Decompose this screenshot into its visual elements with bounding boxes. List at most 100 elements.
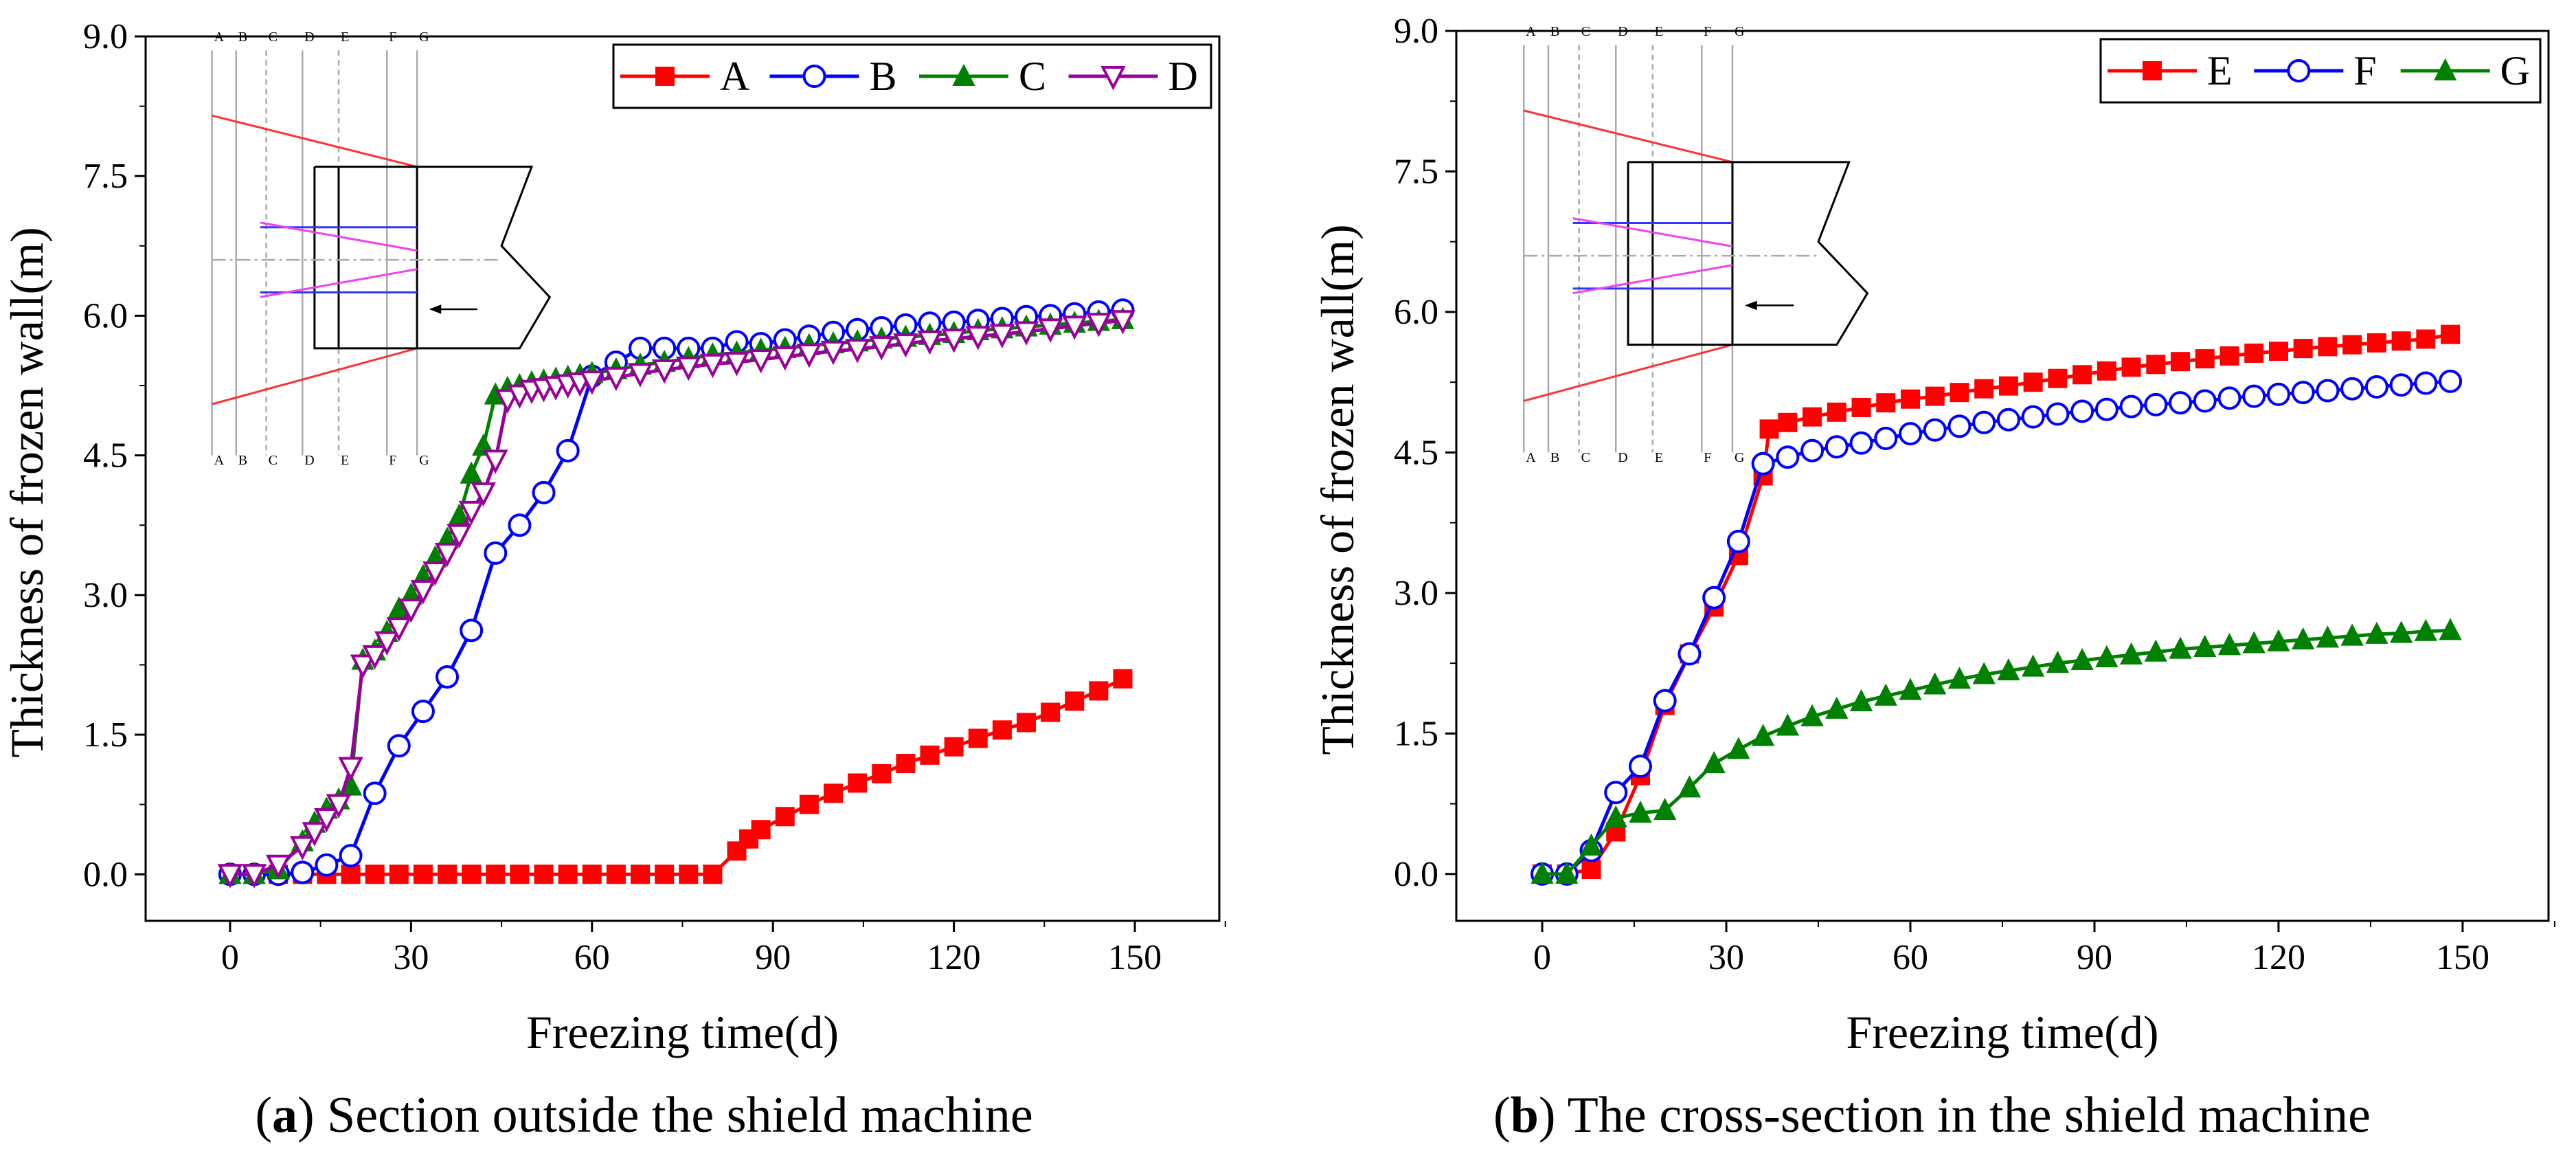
series-D-point bbox=[651, 359, 677, 384]
series-E-point bbox=[2268, 342, 2288, 361]
series-A-point bbox=[655, 865, 675, 884]
series-A-point bbox=[582, 865, 602, 884]
inset-arrow-icon bbox=[429, 304, 442, 314]
series-G-point bbox=[2365, 621, 2388, 644]
series-E-point bbox=[2048, 368, 2068, 388]
series-E-point bbox=[2072, 365, 2092, 385]
series-D-point bbox=[989, 324, 1015, 348]
series-F-point bbox=[1849, 431, 1873, 455]
legend: A B C D bbox=[612, 43, 1212, 109]
series-A-point bbox=[534, 865, 554, 884]
series-G-point bbox=[2316, 625, 2340, 648]
series-G-point bbox=[1800, 704, 1824, 726]
series-F-point bbox=[1726, 529, 1750, 553]
plot-frame bbox=[144, 35, 1221, 922]
series-G-point bbox=[2070, 647, 2094, 671]
series-F-point bbox=[1996, 408, 2020, 432]
series-F-point bbox=[2316, 379, 2340, 403]
series-G-point bbox=[1629, 801, 1652, 823]
legend-label-A: A bbox=[720, 54, 749, 99]
legend-label-B: B bbox=[870, 54, 897, 99]
series-D-point bbox=[772, 346, 798, 371]
series-D-point bbox=[700, 353, 725, 379]
legend-F-point bbox=[2287, 59, 2311, 82]
series-F-point bbox=[1899, 422, 1923, 446]
series-E-point bbox=[2244, 343, 2264, 363]
series-G-point bbox=[2340, 623, 2364, 646]
inset-section-label: G bbox=[419, 453, 429, 468]
y-tick-label: 7.5 bbox=[83, 157, 128, 196]
series-A-point bbox=[944, 737, 964, 757]
series-E-point bbox=[2121, 357, 2141, 377]
series-F-point bbox=[2414, 371, 2438, 395]
legend-G-point bbox=[2434, 58, 2457, 80]
series-G-point bbox=[1604, 805, 1627, 828]
series-A-point bbox=[631, 865, 651, 884]
series-B-point bbox=[436, 665, 460, 689]
series-A bbox=[220, 669, 1133, 884]
x-tick-label: 120 bbox=[2252, 938, 2305, 977]
inset-section-label: G bbox=[1735, 24, 1744, 39]
series-E-point bbox=[1925, 386, 1945, 406]
caption-a-letter: a bbox=[271, 1087, 297, 1144]
caption-a-text: Section outside the shield machine bbox=[314, 1087, 1033, 1144]
series-F-point bbox=[1874, 426, 1898, 450]
legend-E-point bbox=[2143, 61, 2162, 80]
series-E-point bbox=[2219, 346, 2239, 366]
series-F-point bbox=[2144, 392, 2168, 416]
series-E-point bbox=[2293, 339, 2313, 359]
series-E-point bbox=[2366, 333, 2386, 353]
series-G-point bbox=[1727, 737, 1750, 759]
series-B-point bbox=[508, 513, 532, 537]
series-G-point bbox=[2144, 639, 2167, 662]
series-line-E bbox=[1542, 333, 2451, 876]
caption-b: (b) The cross-section in the shield mach… bbox=[1493, 1087, 2371, 1144]
series-E-point bbox=[1827, 402, 1846, 422]
y-tick-label: 6.0 bbox=[1394, 293, 1438, 332]
x-tick-label: 30 bbox=[393, 938, 429, 977]
series-F-point bbox=[1751, 451, 1775, 476]
series-C bbox=[218, 306, 1135, 884]
series-E bbox=[1533, 324, 2461, 884]
series-E-point bbox=[1759, 419, 1779, 439]
x-tick-label: 90 bbox=[755, 938, 791, 977]
series-A-point bbox=[848, 773, 868, 793]
series-A-point bbox=[703, 865, 723, 884]
inset-section-label: E bbox=[341, 453, 349, 468]
series-F-point bbox=[2070, 399, 2094, 423]
inset-section-label: G bbox=[1735, 450, 1744, 465]
caption-b-letter: b bbox=[1510, 1087, 1539, 1144]
series-F-point bbox=[1776, 445, 1800, 469]
series-G-point bbox=[2046, 650, 2070, 673]
series-D-point bbox=[1061, 315, 1087, 340]
series-G-point bbox=[1677, 775, 1702, 798]
x-axis-label: Freezing time(d) bbox=[526, 1006, 839, 1058]
series-B-point bbox=[532, 480, 556, 504]
inset-section-label: A bbox=[214, 453, 225, 468]
series-A-point bbox=[413, 865, 433, 884]
inset-section-label: C bbox=[269, 30, 278, 45]
legend-label-E: E bbox=[2207, 48, 2233, 93]
series-F bbox=[1530, 369, 2463, 886]
series-D-point bbox=[748, 349, 773, 374]
series-G-point bbox=[1923, 672, 1947, 695]
series-A-point bbox=[558, 865, 578, 884]
series-D-point bbox=[820, 340, 846, 366]
series-G-point bbox=[1530, 861, 1554, 884]
series-E-point bbox=[2195, 349, 2215, 369]
series-D-point bbox=[398, 599, 424, 623]
series-G-point bbox=[2389, 621, 2413, 643]
series-D-point bbox=[471, 482, 497, 507]
series-B-point bbox=[315, 853, 339, 877]
series-F-point bbox=[1677, 642, 1702, 666]
series-F-point bbox=[2291, 381, 2315, 405]
x-tick-label: 0 bbox=[1533, 938, 1551, 977]
series-G-point bbox=[2242, 631, 2266, 654]
y-tick-label: 4.5 bbox=[83, 436, 128, 476]
x-axis-label: Freezing time(d) bbox=[1846, 1006, 2158, 1058]
series-G-point bbox=[1899, 678, 1922, 700]
series-D-point bbox=[350, 654, 376, 679]
series-B-point bbox=[556, 438, 580, 462]
series-G-point bbox=[2267, 629, 2290, 651]
